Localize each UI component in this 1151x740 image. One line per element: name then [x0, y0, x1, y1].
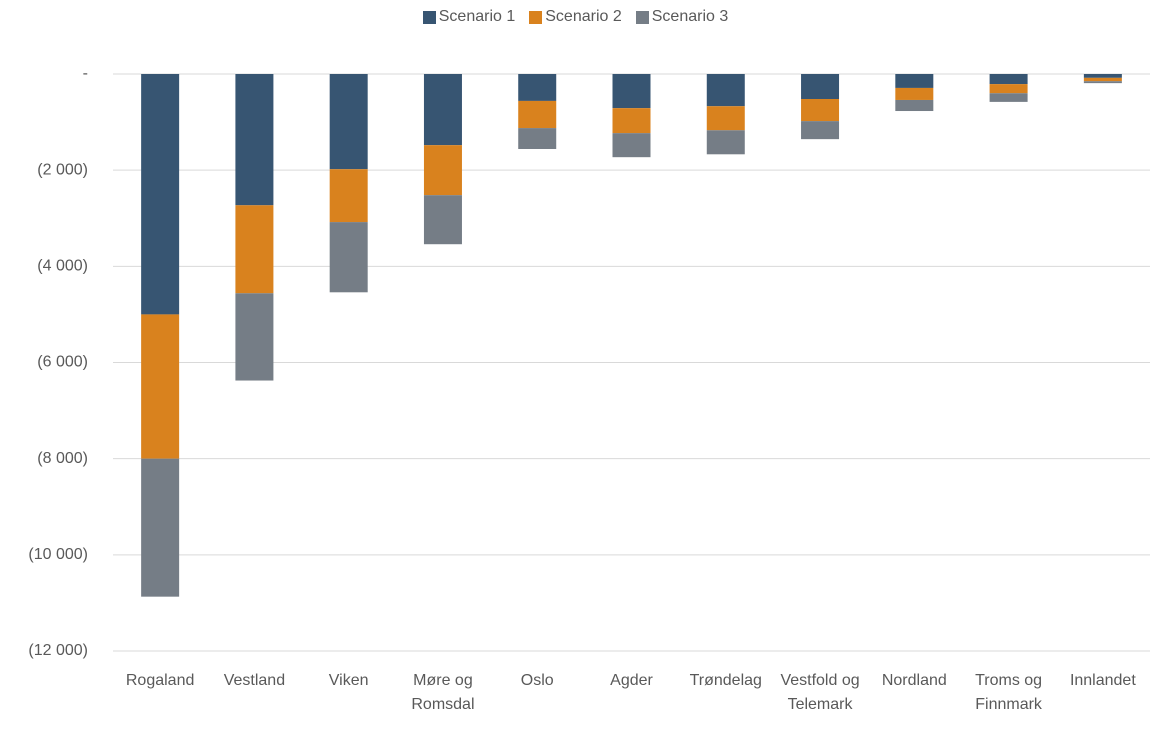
x-tick-label: Agder — [610, 672, 653, 689]
x-tick-label: Vestfold og Telemark — [780, 672, 860, 713]
x-tick-label: Rogaland — [125, 672, 195, 689]
y-tick-label: - — [83, 65, 88, 82]
bar-segment — [423, 74, 462, 146]
bar-segment — [706, 106, 745, 131]
x-tick-label: Nordland — [881, 672, 947, 689]
x-tick-label: Vestland — [223, 672, 286, 689]
legend: Scenario 1 Scenario 2 Scenario 3 — [0, 8, 1151, 26]
bar-segment — [141, 458, 180, 597]
bar-segment — [518, 100, 557, 129]
x-tick-label: Oslo — [520, 672, 554, 689]
legend-item: Scenario 3 — [635, 8, 729, 26]
y-tick-label: (12 000) — [28, 642, 88, 659]
bar-segment — [801, 74, 840, 100]
bar-segment — [235, 205, 274, 294]
y-tick-label: (8 000) — [37, 450, 88, 467]
x-tick-label: Trøndelag — [689, 672, 762, 689]
x-tick-label: Innlandet — [1069, 672, 1136, 689]
y-tick-label: (4 000) — [37, 258, 88, 275]
bar-segment — [518, 74, 557, 101]
bar-segment — [801, 99, 840, 122]
bar-segment — [423, 145, 462, 196]
bar-segment — [706, 130, 745, 155]
x-tick-label: Troms og Finnmark — [975, 672, 1043, 713]
legend-label: Scenario 2 — [545, 8, 622, 25]
bar-segment — [989, 74, 1028, 85]
bar-segment — [612, 133, 651, 158]
legend-item: Scenario 1 — [422, 8, 516, 26]
y-tick-label: (6 000) — [37, 354, 88, 371]
bar-segment — [329, 222, 368, 293]
bar-segment — [1083, 74, 1122, 78]
x-tick-label: Møre og Romsdal — [411, 672, 475, 713]
bar-segment — [141, 74, 180, 315]
legend-label: Scenario 3 — [651, 8, 729, 25]
bar-segment — [518, 128, 557, 150]
legend-swatch — [635, 10, 649, 24]
bar-segment — [329, 169, 368, 223]
y-tick-label: (10 000) — [28, 546, 88, 563]
x-tick-label: Viken — [328, 672, 369, 689]
legend-item: Scenario 2 — [529, 8, 622, 26]
legend-swatch — [422, 10, 436, 24]
bar-segment — [235, 74, 274, 206]
bar-segment — [141, 314, 180, 459]
bar-segment — [612, 108, 651, 134]
legend-label: Scenario 1 — [438, 8, 516, 25]
bar-segment — [706, 74, 745, 107]
bar-segment — [989, 93, 1028, 102]
bar-segment — [1083, 77, 1122, 82]
bar-segment — [235, 293, 274, 381]
bar-segment — [329, 74, 368, 170]
bar-segment — [895, 87, 934, 100]
bar-segment — [801, 121, 840, 140]
bar-segment — [423, 195, 462, 245]
y-tick-label: (2 000) — [37, 161, 88, 178]
bar-segment — [989, 84, 1028, 94]
bar-segment — [612, 74, 651, 109]
bar-segment — [895, 74, 934, 88]
legend-swatch — [529, 10, 543, 24]
bar-segment — [1083, 81, 1122, 84]
bar-segment — [895, 99, 934, 112]
